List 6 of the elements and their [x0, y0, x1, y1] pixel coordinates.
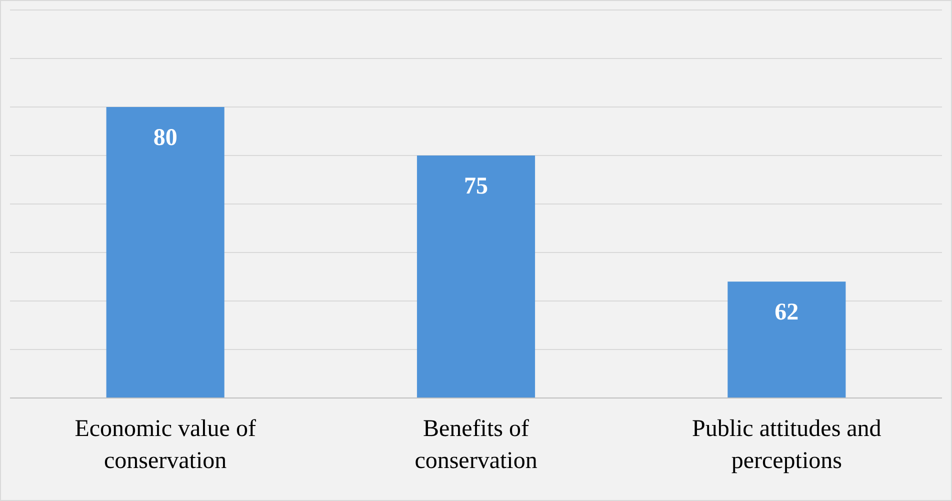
x-tick-label: Benefits of conservation	[414, 416, 538, 474]
x-tick-label: Economic value of conservation	[74, 416, 256, 474]
data-label: 75	[464, 174, 488, 200]
data-label: 80	[153, 125, 178, 151]
data-label: 62	[774, 300, 799, 326]
x-tick-label: Public attitudes and perceptions	[692, 416, 882, 474]
